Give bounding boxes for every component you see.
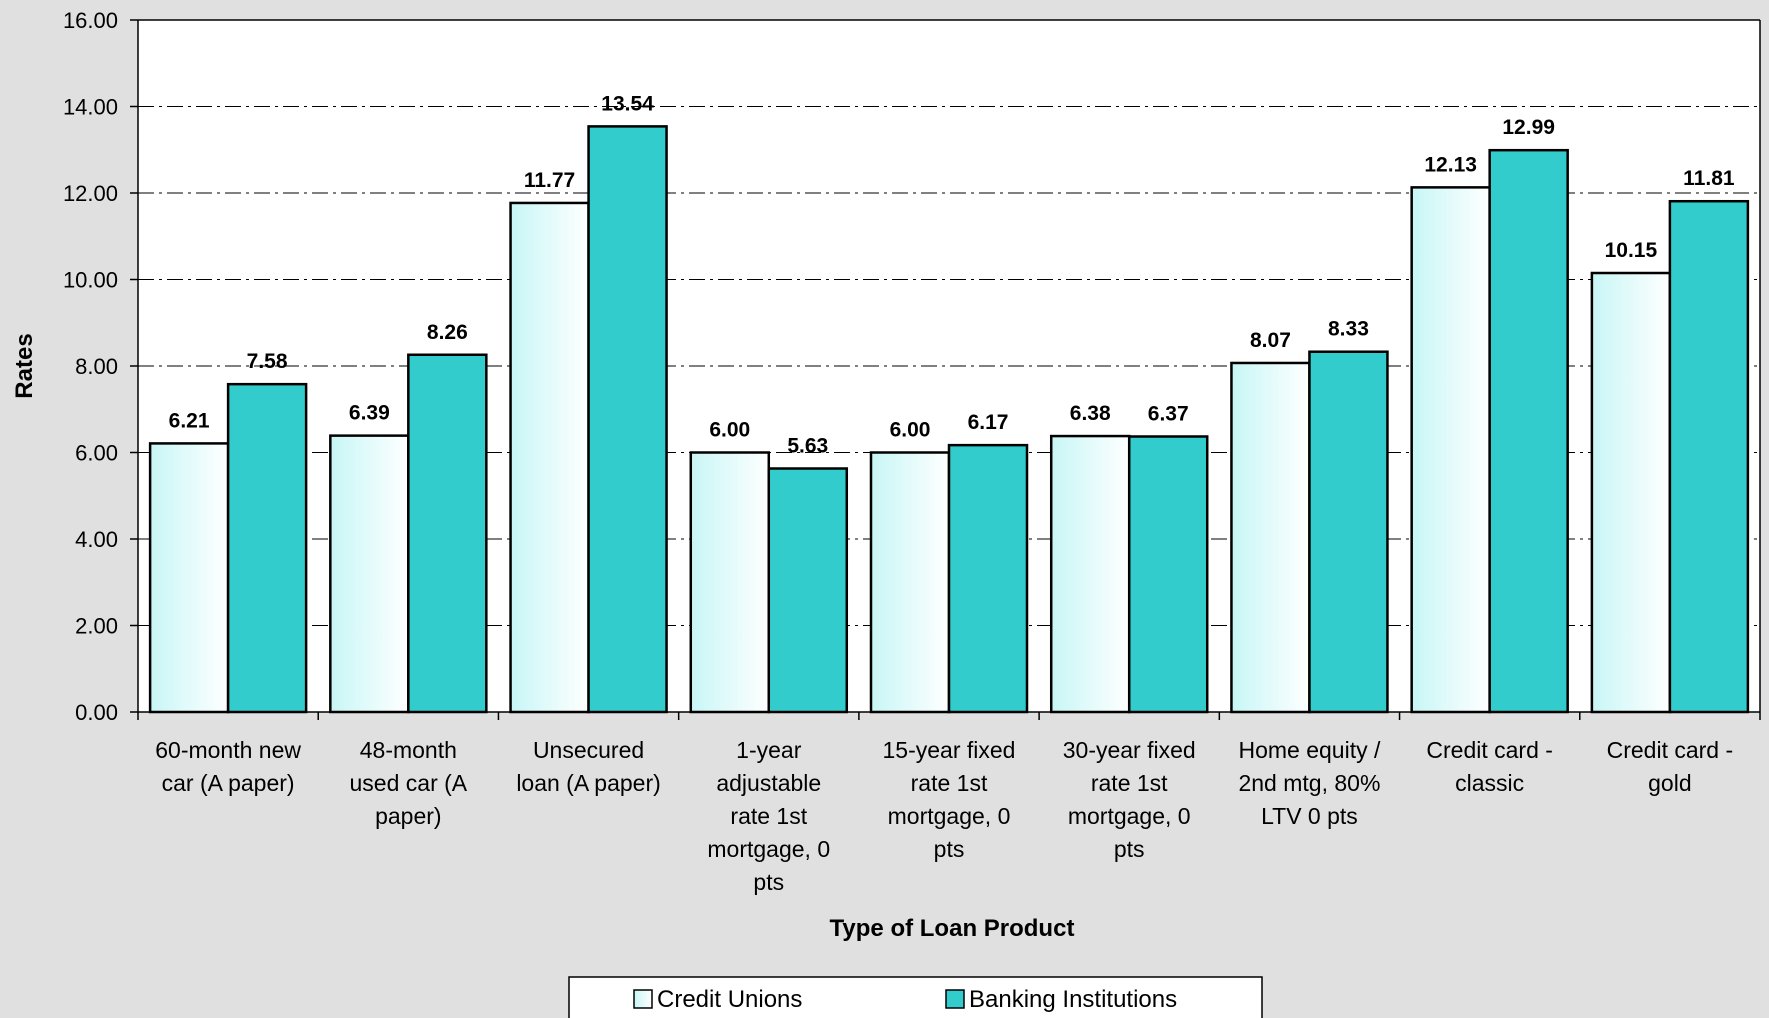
y-tick-label: 8.00 xyxy=(75,354,118,379)
y-tick-label: 2.00 xyxy=(75,614,118,639)
x-category-label-line: used car (A xyxy=(350,770,468,796)
data-label-credit-unions: 10.15 xyxy=(1605,239,1658,262)
bar-banking-institutions xyxy=(587,125,668,714)
bar-credit-unions xyxy=(1049,434,1131,714)
x-category-label-line: Credit card - xyxy=(1426,737,1553,763)
x-category-label-line: rate 1st xyxy=(911,770,988,796)
x-category-label-line: Credit card - xyxy=(1607,737,1734,763)
bar-credit-unions xyxy=(148,442,230,714)
data-label-banking-institutions: 8.26 xyxy=(427,321,468,344)
legend-box xyxy=(568,976,1263,1018)
legend-label-banking-institutions: Banking Institutions xyxy=(969,986,1177,1013)
x-category-label-line: LTV 0 pts xyxy=(1261,803,1358,829)
x-category-label-line: rate 1st xyxy=(730,803,807,829)
x-category-label: Home equity / 2nd mtg, 80% LTV 0 pts xyxy=(1238,737,1381,829)
data-label-credit-unions: 6.00 xyxy=(890,419,931,442)
x-category-label: Credit card - classic xyxy=(1426,737,1553,796)
x-category-label-line: mortgage, 0 xyxy=(888,803,1011,829)
x-category-label-line: rate 1st xyxy=(1091,770,1168,796)
x-category-label-line: 15-year fixed xyxy=(883,737,1016,763)
x-category-label-line: pts xyxy=(753,869,784,895)
x-category-label-line: car (A paper) xyxy=(162,770,295,796)
bars xyxy=(148,125,1750,714)
legend-swatch-credit-unions xyxy=(633,989,653,1009)
y-tick-label: 0.00 xyxy=(75,700,118,725)
data-label-banking-institutions: 7.58 xyxy=(247,350,288,373)
y-axis-title: Rates xyxy=(11,333,38,398)
x-category-label: 60-month new car (A paper) xyxy=(155,737,301,796)
x-category-label-line: Home equity / xyxy=(1238,737,1381,763)
data-label-banking-institutions: 13.54 xyxy=(601,92,654,115)
bar-credit-unions xyxy=(689,451,771,714)
x-category-label-line: 2nd mtg, 80% xyxy=(1238,770,1380,796)
data-label-credit-unions: 6.21 xyxy=(169,409,210,432)
x-category-label-line: 60-month new xyxy=(155,737,301,763)
x-category-label-line: gold xyxy=(1648,770,1691,796)
bar-banking-institutions xyxy=(767,467,849,714)
bar-credit-unions xyxy=(509,201,590,714)
data-label-banking-institutions: 5.63 xyxy=(787,435,828,458)
x-category-label: 1-year adjustable rate 1st mortgage, 0 pts xyxy=(707,737,830,895)
bar-banking-institutions xyxy=(1668,199,1750,714)
x-category-label: 48-month used car (A paper) xyxy=(350,737,468,829)
x-category-label-line: adjustable xyxy=(716,770,821,796)
bar-credit-unions xyxy=(1230,361,1311,714)
x-category-label-line: 48-month xyxy=(360,737,457,763)
x-category-label-line: 1-year xyxy=(736,737,802,763)
data-label-credit-unions: 11.77 xyxy=(524,169,575,192)
x-category-label: 15-year fixed rate 1st mortgage, 0 pts xyxy=(883,737,1016,862)
legend-label-credit-unions: Credit Unions xyxy=(657,986,802,1013)
x-category-label-line: pts xyxy=(934,836,965,862)
legend-swatch-banking-institutions xyxy=(945,989,965,1009)
bar-banking-institutions xyxy=(947,443,1029,714)
data-label-banking-institutions: 8.33 xyxy=(1328,318,1369,341)
x-category-label-line: 30-year fixed xyxy=(1063,737,1196,763)
y-tick-label: 10.00 xyxy=(63,268,118,293)
legend: Credit Unions Banking Institutions xyxy=(568,976,1263,1018)
data-label-banking-institutions: 12.99 xyxy=(1502,116,1555,139)
x-category-label-line: mortgage, 0 xyxy=(707,836,830,862)
x-category-label-line: mortgage, 0 xyxy=(1068,803,1191,829)
bar-banking-institutions xyxy=(1127,435,1209,714)
bar-credit-unions xyxy=(1590,271,1672,714)
data-label-banking-institutions: 6.17 xyxy=(968,411,1009,434)
x-category-labels: 60-month new car (A paper) 48-month used ca… xyxy=(155,737,1733,895)
y-tick-label: 14.00 xyxy=(63,95,118,120)
bar-banking-institutions xyxy=(226,382,308,714)
y-tick-label: 6.00 xyxy=(75,441,118,466)
x-category-label-line: paper) xyxy=(375,803,441,829)
bar-credit-unions xyxy=(1410,186,1491,714)
x-category-label: Unsecured loan (A paper) xyxy=(516,737,660,796)
bar-banking-institutions xyxy=(1308,350,1389,714)
y-tick-label: 4.00 xyxy=(75,527,118,552)
data-label-credit-unions: 6.38 xyxy=(1070,402,1111,425)
x-category-label-line: pts xyxy=(1114,836,1145,862)
x-category-label-line: Unsecured xyxy=(533,737,644,763)
y-tick-labels: 0.00 2.00 4.00 6.00 8.00 10.00 12.00 14.00 16.00 xyxy=(63,8,118,725)
y-tick-label: 16.00 xyxy=(63,8,118,33)
data-label-credit-unions: 12.13 xyxy=(1424,153,1477,176)
x-category-label-line: classic xyxy=(1455,770,1524,796)
data-label-credit-unions: 6.00 xyxy=(709,419,750,442)
data-label-banking-institutions: 11.81 xyxy=(1683,167,1735,190)
data-labels: 6.21 7.58 6.39 8.26 11.77 13.54 6.00 5.63 6.00 6.… xyxy=(169,92,1735,457)
x-category-label: Credit card - gold xyxy=(1607,737,1734,796)
x-category-label-line: loan (A paper) xyxy=(516,770,660,796)
bar-banking-institutions xyxy=(1488,148,1569,714)
data-label-credit-unions: 6.39 xyxy=(349,402,390,425)
bar-credit-unions xyxy=(329,434,410,714)
bar-banking-institutions xyxy=(407,353,488,714)
x-category-label: 30-year fixed rate 1st mortgage, 0 pts xyxy=(1063,737,1196,862)
x-axis-title: Type of Loan Product xyxy=(830,915,1075,942)
bar-credit-unions xyxy=(869,451,951,714)
data-label-banking-institutions: 6.37 xyxy=(1148,402,1189,425)
y-tick-label: 12.00 xyxy=(63,181,118,206)
axes xyxy=(130,19,1761,720)
data-label-credit-unions: 8.07 xyxy=(1250,329,1291,352)
